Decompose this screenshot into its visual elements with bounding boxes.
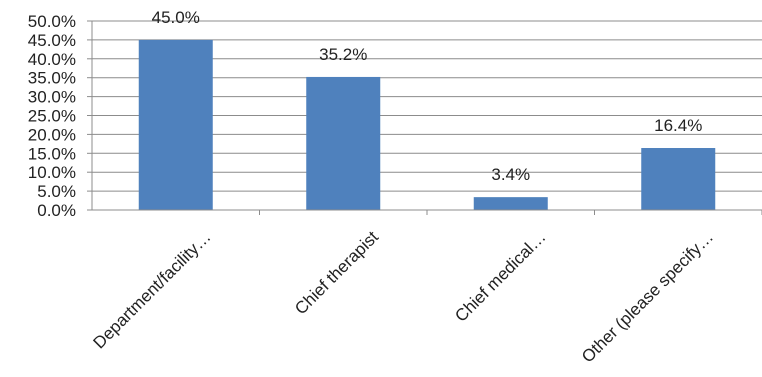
y-tick-label: 15.0% bbox=[28, 144, 76, 163]
y-tick-label: 10.0% bbox=[28, 163, 76, 182]
data-labels: 45.0% 35.2% 3.4% 16.4% bbox=[152, 8, 703, 184]
category-label: Chief medical… bbox=[451, 227, 549, 325]
data-label: 3.4% bbox=[491, 165, 530, 184]
data-label: 45.0% bbox=[152, 8, 200, 27]
y-tick-label: 0.0% bbox=[37, 201, 76, 220]
y-tick-label: 50.0% bbox=[28, 12, 76, 31]
data-label: 16.4% bbox=[654, 116, 702, 135]
axes bbox=[87, 20, 762, 215]
y-tick-labels: 0.0%5.0%10.0%15.0%20.0%25.0%30.0%35.0%40… bbox=[28, 12, 76, 220]
y-tick-label: 45.0% bbox=[28, 31, 76, 50]
y-tick-label: 20.0% bbox=[28, 125, 76, 144]
bar bbox=[473, 197, 548, 210]
y-tick-label: 5.0% bbox=[37, 182, 76, 201]
y-tick-label: 30.0% bbox=[28, 88, 76, 107]
y-tick-label: 40.0% bbox=[28, 50, 76, 69]
data-label: 35.2% bbox=[319, 45, 367, 64]
category-labels: Department/facility… Chief therapist Chief… bbox=[90, 227, 718, 366]
bar bbox=[306, 76, 381, 210]
bar bbox=[138, 39, 213, 211]
category-label: Chief therapist bbox=[291, 227, 382, 318]
y-tick-label: 25.0% bbox=[28, 107, 76, 126]
category-label: Department/facility… bbox=[90, 227, 215, 352]
y-tick-label: 35.0% bbox=[28, 69, 76, 88]
bars bbox=[138, 39, 716, 211]
bar bbox=[641, 148, 716, 210]
category-label: Other (please specify… bbox=[578, 227, 717, 366]
